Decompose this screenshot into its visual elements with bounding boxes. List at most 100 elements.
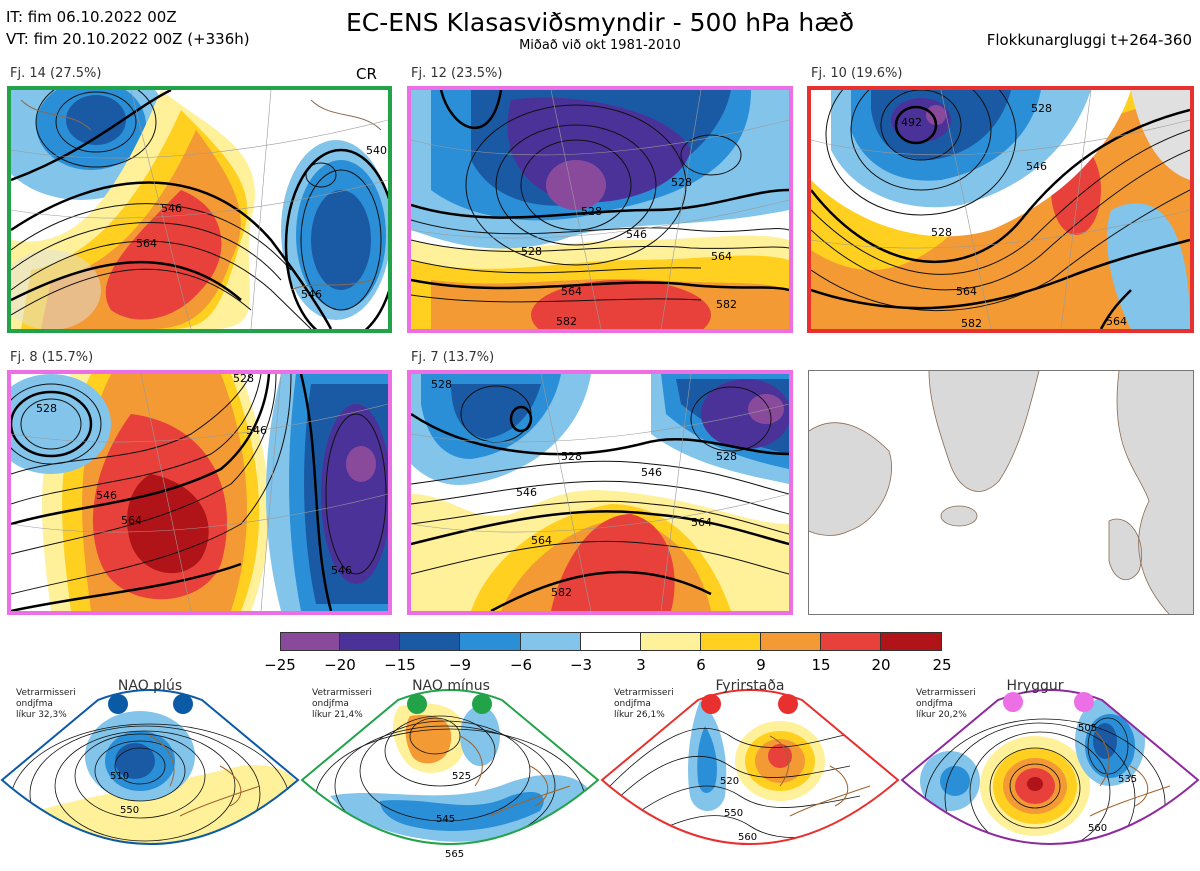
colorbar-segment <box>701 632 761 651</box>
colorbar-tick: −3 <box>569 656 593 674</box>
colorbar-tick: 25 <box>932 656 952 674</box>
regime-note: Vetrarmisseri ondjfma líkur 26,1% <box>614 688 674 720</box>
colorbar-segment <box>280 632 340 651</box>
base-map <box>808 370 1194 615</box>
colorbar-tick: −25 <box>264 656 296 674</box>
svg-text:560: 560 <box>738 832 757 843</box>
regime-note: Vetrarmisseri ondjfma líkur 21,4% <box>312 688 372 720</box>
regime-marker <box>108 694 128 714</box>
regime-marker <box>472 694 492 714</box>
svg-text:528: 528 <box>581 205 602 218</box>
regime-note: Vetrarmisseri ondjfma líkur 32,3% <box>16 688 76 720</box>
colorbar-tick: −9 <box>448 656 472 674</box>
regime-marker <box>173 694 193 714</box>
regime-title: NAO mínus <box>412 678 490 694</box>
cluster-label-1: Fj. 14 (27.5%) <box>10 66 102 81</box>
regime-marker <box>407 694 427 714</box>
svg-text:528: 528 <box>561 450 582 463</box>
colorbar-tick: −6 <box>509 656 533 674</box>
colorbar-tick: −20 <box>324 656 356 674</box>
colorbar-tick: 20 <box>871 656 891 674</box>
svg-text:528: 528 <box>671 176 692 189</box>
svg-text:528: 528 <box>521 245 542 258</box>
contour-label: 540 <box>366 144 387 157</box>
cluster-label-4: Fj. 8 (15.7%) <box>10 350 94 365</box>
svg-text:546: 546 <box>626 228 647 241</box>
initial-time: IT: fim 06.10.2022 00Z <box>6 8 177 26</box>
colorbar-segment <box>821 632 881 651</box>
contour-label: 546 <box>161 202 182 215</box>
regime-note: Vetrarmisseri ondjfma líkur 20,2% <box>916 688 976 720</box>
colorbar-segment <box>340 632 400 651</box>
regime-nao-plus: 510 550 Vetrarmisseri ondjfma líkur 32,3% … <box>0 676 300 871</box>
svg-text:560: 560 <box>1088 823 1107 834</box>
svg-text:546: 546 <box>331 564 352 577</box>
regime-marker <box>1003 692 1023 712</box>
svg-text:546: 546 <box>246 424 267 437</box>
svg-text:582: 582 <box>551 586 572 599</box>
svg-text:582: 582 <box>961 317 982 329</box>
svg-text:535: 535 <box>1118 774 1137 785</box>
cluster-map-1: 546 564 546 540 <box>7 86 392 333</box>
svg-text:528: 528 <box>431 378 452 391</box>
svg-text:510: 510 <box>110 771 129 782</box>
regime-blocking: 520 550 560 Vetrarmisseri ondjfma líkur 26… <box>600 676 900 871</box>
cluster-label-2: Fj. 12 (23.5%) <box>411 66 503 81</box>
svg-text:505: 505 <box>1078 723 1097 734</box>
colorbar-segment <box>400 632 460 651</box>
contour-label: 564 <box>136 237 157 250</box>
regime-ridge: 505 535 560 Vetrarmisseri ondjfma líkur 20… <box>900 676 1200 871</box>
colorbar-segment <box>460 632 521 651</box>
colorbar-tick: 15 <box>811 656 831 674</box>
regime-marker <box>778 694 798 714</box>
regime-marker <box>701 694 721 714</box>
svg-text:546: 546 <box>1026 160 1047 173</box>
svg-text:582: 582 <box>556 315 577 328</box>
cluster-map-2: 528 546 528 564 582 564 582 528 <box>407 86 793 333</box>
colorbar-tick: 6 <box>696 656 706 674</box>
cluster-map-3: 492 528 546 528 564 582 564 <box>807 86 1194 333</box>
colorbar-tick: 9 <box>756 656 766 674</box>
svg-text:525: 525 <box>452 771 471 782</box>
regime-marker <box>1074 692 1094 712</box>
svg-text:550: 550 <box>120 805 139 816</box>
colorbar-segment <box>881 632 942 651</box>
svg-text:528: 528 <box>36 402 57 415</box>
svg-text:564: 564 <box>121 514 142 527</box>
colorbar-tick: 3 <box>636 656 646 674</box>
svg-text:528: 528 <box>233 374 254 385</box>
svg-text:546: 546 <box>96 489 117 502</box>
svg-text:528: 528 <box>716 450 737 463</box>
colorbar-tick: −15 <box>384 656 416 674</box>
svg-text:564: 564 <box>1106 315 1127 328</box>
contour-label: 546 <box>301 288 322 301</box>
svg-text:582: 582 <box>716 298 737 311</box>
svg-text:564: 564 <box>711 250 732 263</box>
cluster-window: Flokkunargluggi t+264-360 <box>986 31 1192 49</box>
valid-time: VT: fim 20.10.2022 00Z (+336h) <box>6 30 250 48</box>
regime-title: Fyrirstaða <box>715 678 785 694</box>
colorbar-segment <box>521 632 581 651</box>
regime-nao-minus: 525 545 565 Vetrarmisseri ondjfma líkur 21… <box>300 676 600 871</box>
page-title: EC-ENS Klasasviðsmyndir - 500 hPa hæð <box>345 8 855 37</box>
regime-title: Hryggur <box>1006 678 1064 694</box>
svg-text:564: 564 <box>561 285 582 298</box>
colorbar-segment <box>641 632 701 651</box>
svg-text:492: 492 <box>901 116 922 129</box>
svg-text:545: 545 <box>436 814 455 825</box>
svg-text:520: 520 <box>720 776 739 787</box>
page-subtitle: Miðað við okt 1981-2010 <box>519 38 681 53</box>
cluster-label-3: Fj. 10 (19.6%) <box>811 66 903 81</box>
run-info: IT: fim 06.10.2022 00Z VT: fim 20.10.202… <box>6 6 250 50</box>
svg-text:528: 528 <box>1031 102 1052 115</box>
cluster-label-5: Fj. 7 (13.7%) <box>411 350 495 365</box>
cluster-map-4: 528 546 564 546 546 528 <box>7 370 392 615</box>
svg-text:564: 564 <box>691 516 712 529</box>
colorbar-segment <box>761 632 821 651</box>
svg-text:546: 546 <box>516 486 537 499</box>
svg-text:565: 565 <box>445 849 464 860</box>
colorbar-segment <box>581 632 641 651</box>
cluster-map-5: 528 528 546 546 564 564 582 528 <box>407 370 793 615</box>
cluster-cr-label: CR <box>356 65 377 83</box>
svg-text:564: 564 <box>531 534 552 547</box>
